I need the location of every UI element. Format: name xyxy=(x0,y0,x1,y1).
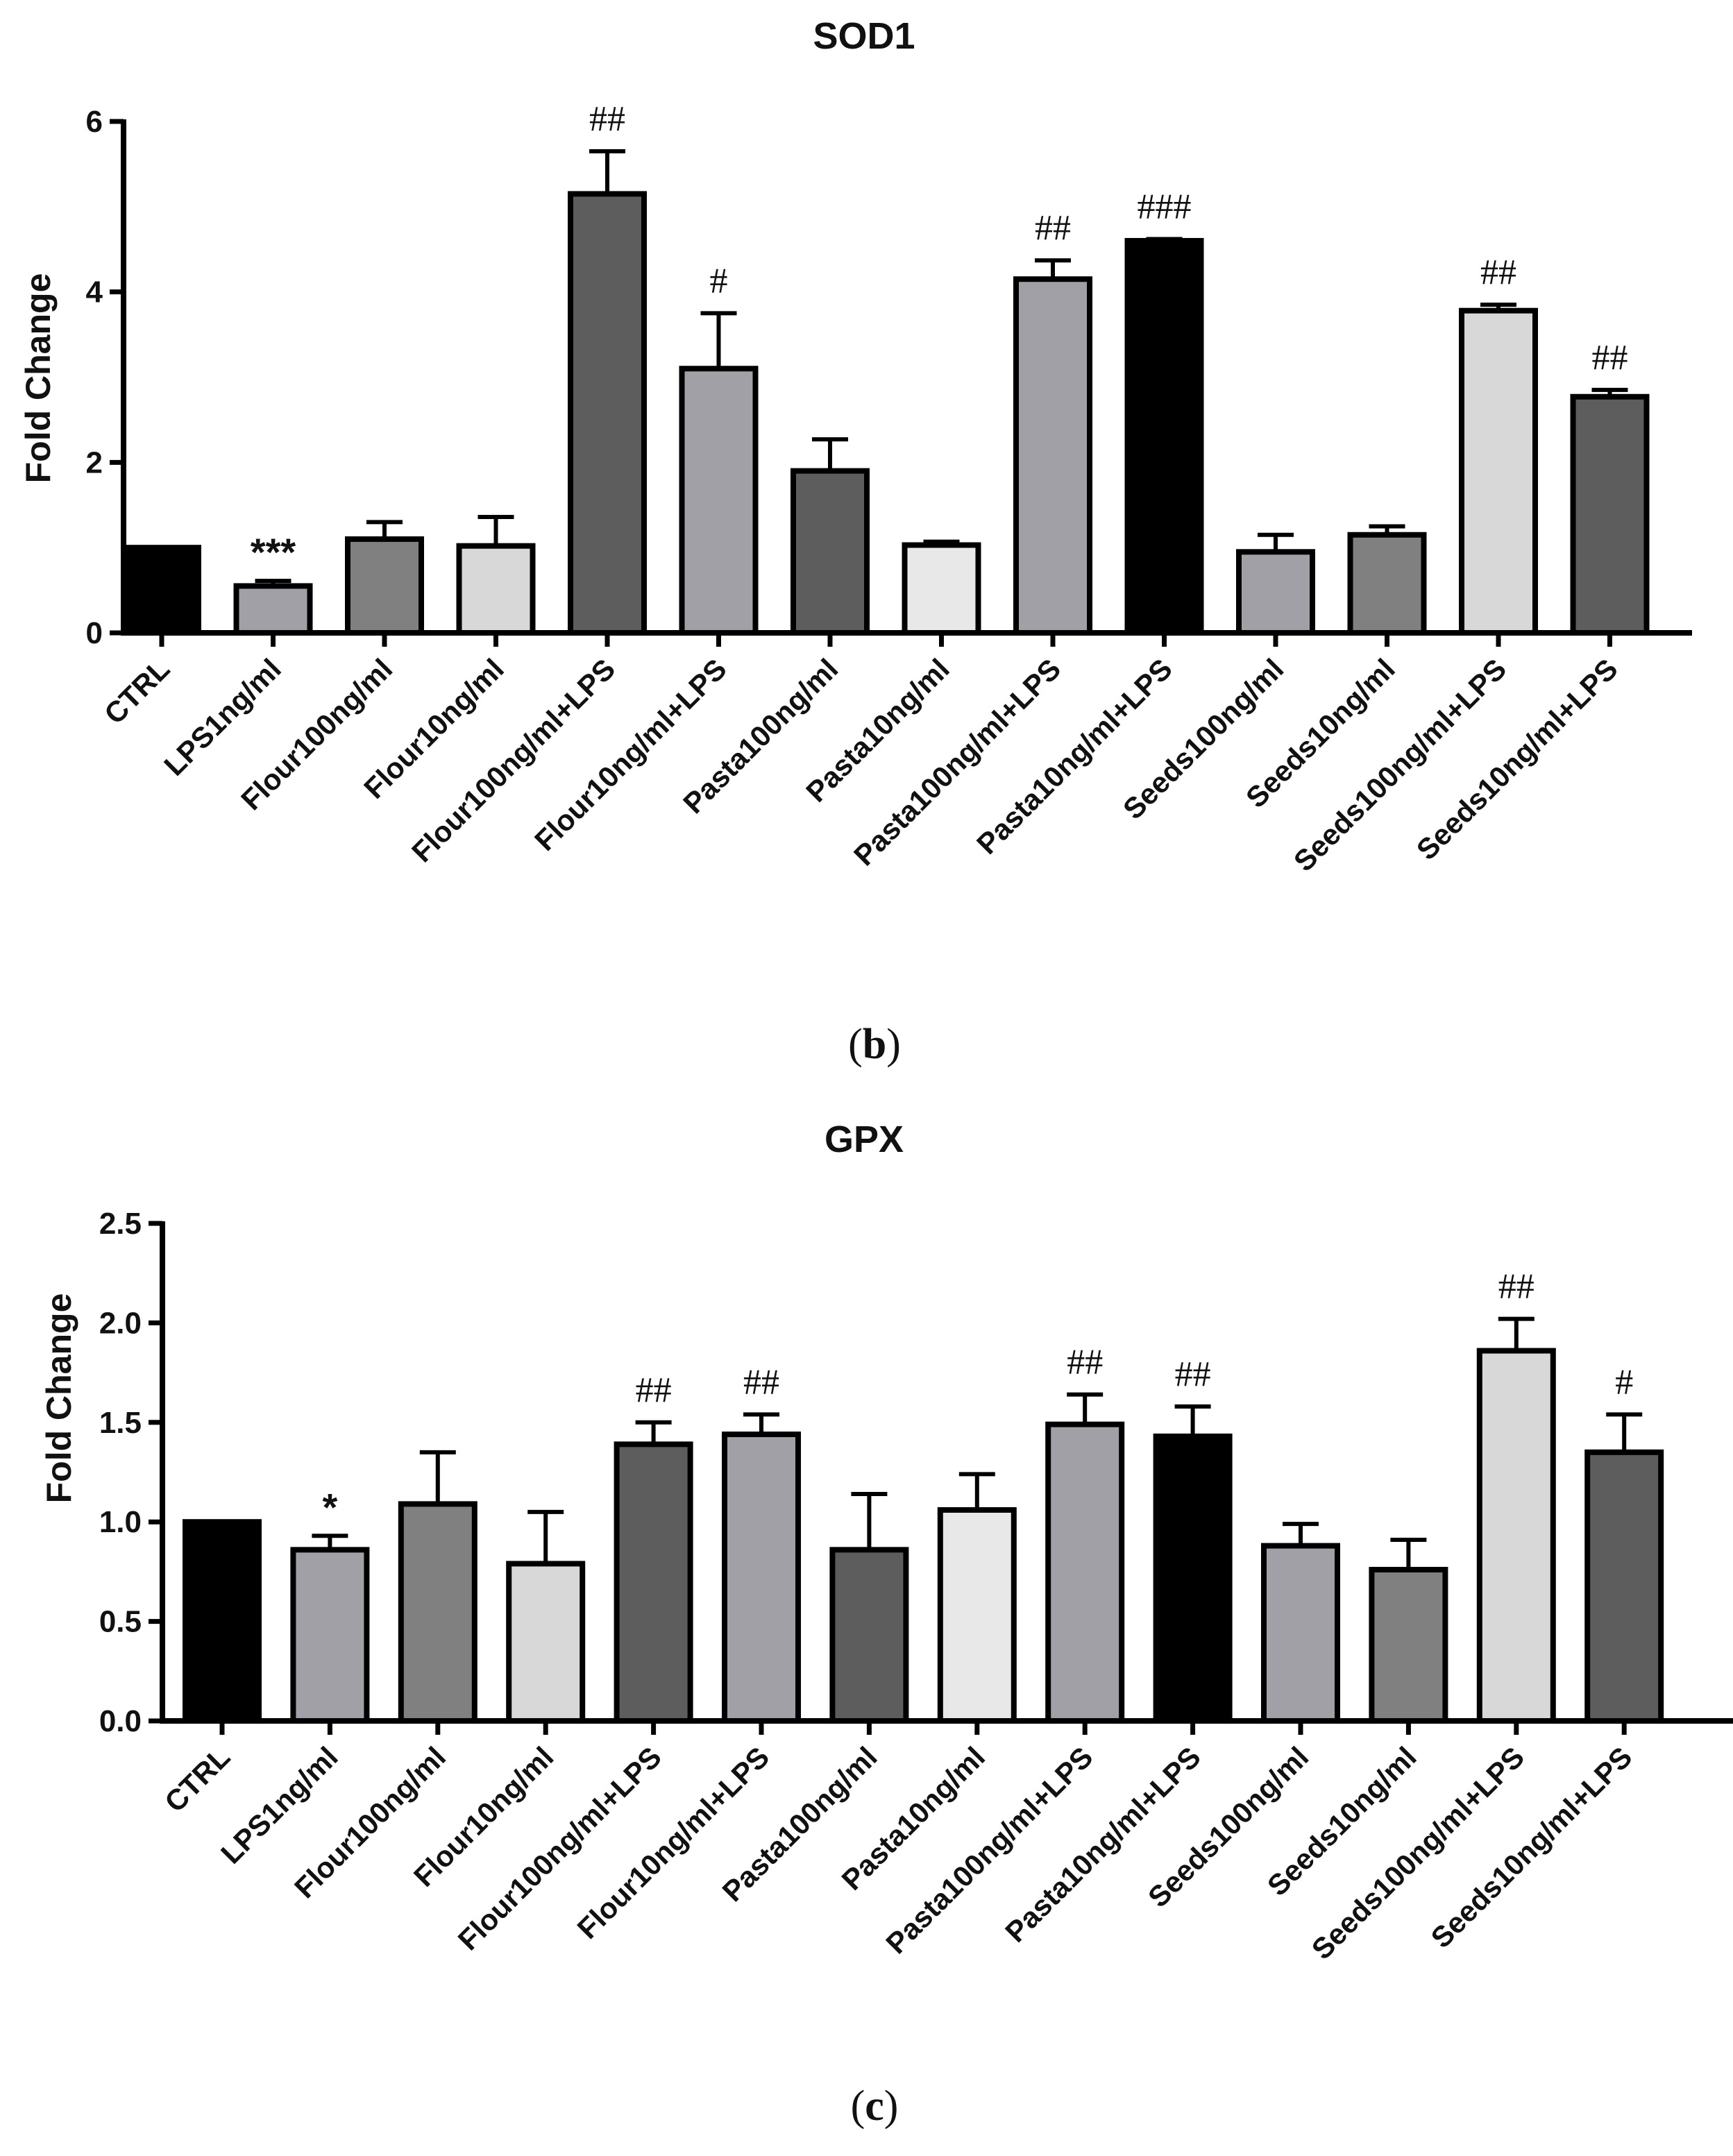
bar xyxy=(233,583,313,636)
bar xyxy=(1013,276,1092,636)
panel-label-b: (b) xyxy=(848,1021,901,1068)
bar xyxy=(398,1501,477,1724)
x-tick-labels-gpx: CTRLLPS1ng/mlFlour100ng/mlFlour10ng/mlFl… xyxy=(158,1740,1639,1966)
axes-sod1: 0 2 4 6 xyxy=(86,105,1692,650)
significance-label: # xyxy=(1615,1362,1633,1402)
x-tick-label: CTRL xyxy=(98,652,176,730)
bar xyxy=(1347,532,1427,636)
bar xyxy=(722,1432,801,1724)
significance-label: ## xyxy=(743,1362,779,1402)
bar xyxy=(183,1519,262,1724)
bar xyxy=(829,1547,909,1724)
y-tick-label: 2.0 xyxy=(99,1306,142,1340)
x-tick-label: Seeds100ng/ml+LPS xyxy=(1305,1740,1531,1966)
bar xyxy=(456,543,536,636)
bar xyxy=(1476,1348,1556,1724)
chart-title-sod1: SOD1 xyxy=(813,15,915,57)
y-tick-label: 1.0 xyxy=(99,1505,142,1539)
bar xyxy=(1124,237,1204,636)
bar xyxy=(1045,1421,1125,1724)
bar xyxy=(290,1547,370,1724)
bar xyxy=(1570,393,1650,636)
bar xyxy=(1369,1567,1448,1724)
bars-sod1: ***############ xyxy=(122,99,1650,636)
x-tick-label: Flour100ng/ml+LPS xyxy=(405,652,621,868)
significance-label: ## xyxy=(1175,1355,1211,1394)
bars-gpx: *## #### ##### xyxy=(183,1267,1664,1724)
y-tick-label: 0.5 xyxy=(99,1605,142,1639)
bar xyxy=(902,542,981,636)
significance-label: ## xyxy=(1480,253,1516,292)
bar xyxy=(679,366,759,636)
x-tick-label: Seeds10ng/ml+LPS xyxy=(1410,652,1624,866)
bar xyxy=(614,1441,693,1724)
bar xyxy=(1584,1449,1664,1724)
significance-label: ## xyxy=(1067,1343,1103,1382)
x-tick-label: Flour10ng/ml+LPS xyxy=(571,1740,776,1945)
bar xyxy=(122,545,201,636)
significance-label: * xyxy=(323,1485,338,1529)
panel-letter-b: b xyxy=(863,1021,886,1068)
bar xyxy=(345,536,424,636)
y-tick-label: 1.5 xyxy=(99,1406,142,1440)
x-tick-label: Seeds100ng/ml+LPS xyxy=(1287,652,1513,878)
y-tick-label: 4 xyxy=(86,275,103,309)
significance-label: ### xyxy=(1138,187,1192,227)
y-tick-label: 0.0 xyxy=(99,1704,142,1738)
y-tick-label: 6 xyxy=(86,105,103,139)
bar xyxy=(506,1561,586,1724)
significance-label: # xyxy=(710,261,728,300)
x-tick-label: Pasta10ng/ml+LPS xyxy=(970,652,1178,860)
y-axis-label-gpx: Fold Change xyxy=(40,1293,78,1504)
bar xyxy=(1236,549,1315,636)
bar xyxy=(1261,1543,1340,1724)
x-tick-label: Seeds10ng/ml+LPS xyxy=(1424,1740,1638,1954)
chart-gpx: GPX Fold Change 0.00.51.01.52.02.5 *## ##… xyxy=(40,1119,1733,2130)
y-tick-label: 2.5 xyxy=(99,1207,142,1241)
y-tick-label: 0 xyxy=(86,616,103,650)
significance-label: ## xyxy=(1498,1267,1535,1307)
chart-title-gpx: GPX xyxy=(825,1119,904,1160)
x-tick-label: Pasta100ng/ml+LPS xyxy=(879,1740,1099,1960)
y-axis-label-sod1: Fold Change xyxy=(19,273,58,484)
y-tick-label: 2 xyxy=(86,445,103,479)
significance-label: ## xyxy=(636,1370,672,1410)
x-tick-labels-sod1: CTRLLPS1ng/mlFlour100ng/mlFlour10ng/mlFl… xyxy=(98,652,1624,878)
bar xyxy=(1459,307,1538,636)
significance-label: ## xyxy=(1592,338,1628,377)
x-tick-label: Pasta10ng/ml+LPS xyxy=(999,1740,1207,1949)
x-tick-label: Flour100ng/ml+LPS xyxy=(452,1740,668,1956)
bar xyxy=(937,1506,1017,1724)
bar xyxy=(791,468,870,636)
panel-label-c: (c) xyxy=(851,2082,899,2130)
significance-label: *** xyxy=(251,530,296,574)
bar xyxy=(568,191,647,636)
panel-letter-c: c xyxy=(865,2082,884,2130)
x-tick-label: Flour10ng/ml+LPS xyxy=(528,652,733,857)
x-tick-label: Pasta100ng/ml+LPS xyxy=(847,652,1067,872)
significance-label: ## xyxy=(1035,208,1071,248)
significance-label: ## xyxy=(589,99,625,139)
bar xyxy=(1153,1433,1233,1724)
x-tick-label: CTRL xyxy=(158,1740,236,1818)
